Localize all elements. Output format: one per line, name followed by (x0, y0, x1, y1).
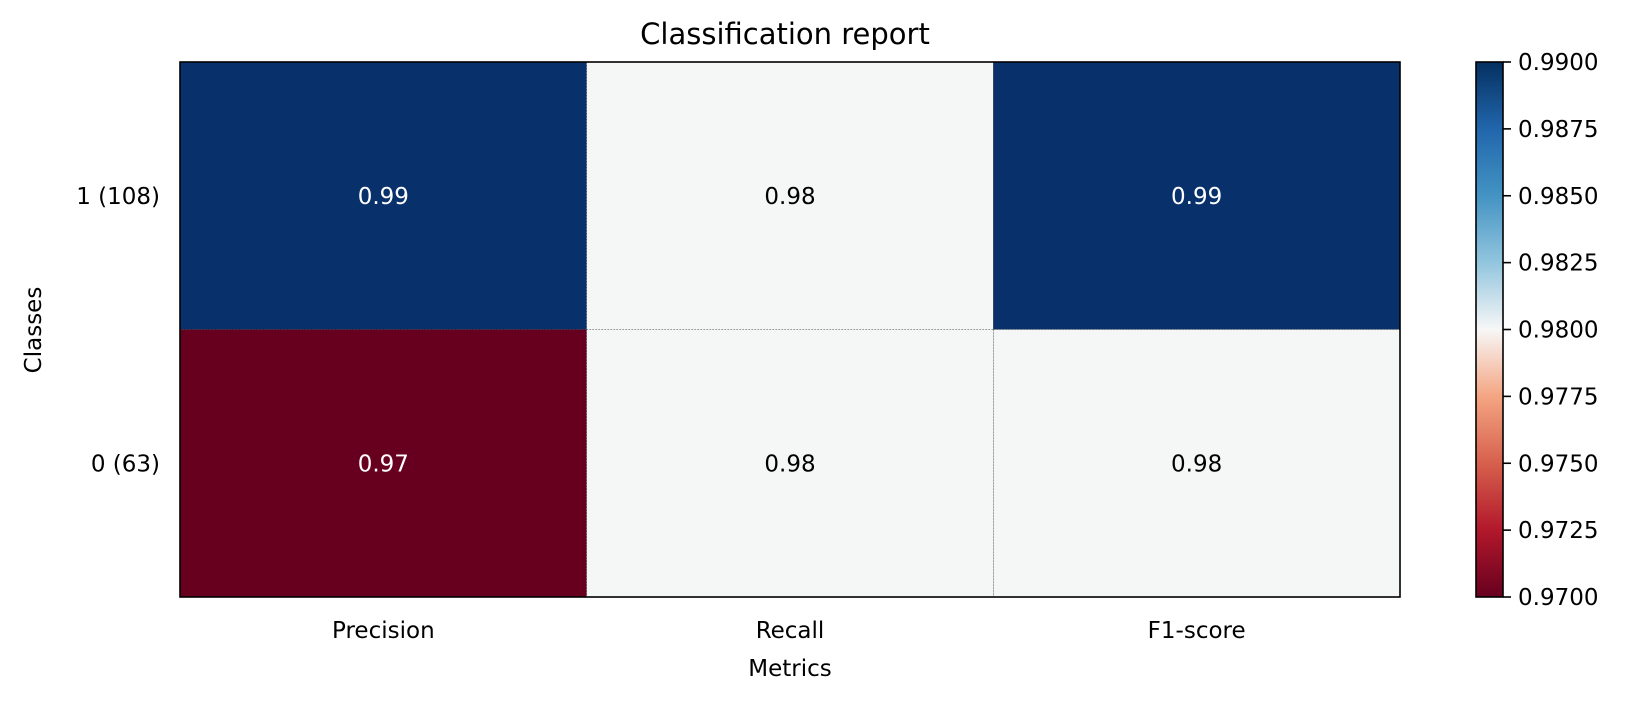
colorbar-tick-label: 0.9775 (1518, 384, 1598, 410)
x-tick-label: Precision (332, 618, 435, 644)
chart-title: Classification report (640, 17, 930, 51)
heatmap-cells (179, 61, 1401, 598)
colorbar-tick-label: 0.9825 (1518, 251, 1598, 277)
colorbar (1475, 61, 1504, 598)
colorbar-tick-label: 0.9875 (1518, 117, 1598, 143)
heatmap-cell-0-1 (586, 61, 994, 330)
x-axis-ticks: Precision Recall F1-score (332, 618, 1246, 644)
x-axis-label: Metrics (748, 656, 832, 682)
heatmap-cell-1-2 (993, 329, 1401, 598)
y-tick-label: 0 (63) (91, 451, 160, 477)
colorbar-tick-label: 0.9700 (1518, 585, 1598, 611)
y-axis-ticks: 1 (108) 0 (63) (76, 184, 160, 478)
x-tick-label: Recall (756, 618, 825, 644)
cell-value-label: 0.98 (764, 451, 815, 477)
cell-value-label: 0.99 (358, 184, 409, 210)
cell-value-label: 0.98 (1171, 451, 1222, 477)
x-tick-label: F1-score (1148, 618, 1246, 644)
heatmap-cell-0-0 (179, 61, 587, 330)
colorbar-tick-label: 0.9900 (1518, 50, 1598, 76)
y-axis-label: Classes (21, 287, 47, 374)
cell-value-label: 0.97 (358, 451, 409, 477)
heatmap-cell-1-1 (586, 329, 994, 598)
colorbar-tick-label: 0.9750 (1518, 451, 1598, 477)
cell-value-label: 0.98 (764, 184, 815, 210)
plot-frame (179, 61, 1401, 598)
cell-value-label: 0.99 (1171, 184, 1222, 210)
colorbar-ticks: 0.9700 0.9725 0.9750 0.9775 0.9800 0.9825 0.98… (1503, 50, 1598, 611)
heatmap-cell-labels: 0.99 0.98 0.99 0.97 0.98 0.98 (358, 184, 1223, 478)
colorbar-tick-label: 0.9800 (1518, 318, 1598, 344)
colorbar-tick-label: 0.9850 (1518, 184, 1598, 210)
colorbar-tick-label: 0.9725 (1518, 518, 1598, 544)
y-tick-label: 1 (108) (76, 184, 160, 210)
